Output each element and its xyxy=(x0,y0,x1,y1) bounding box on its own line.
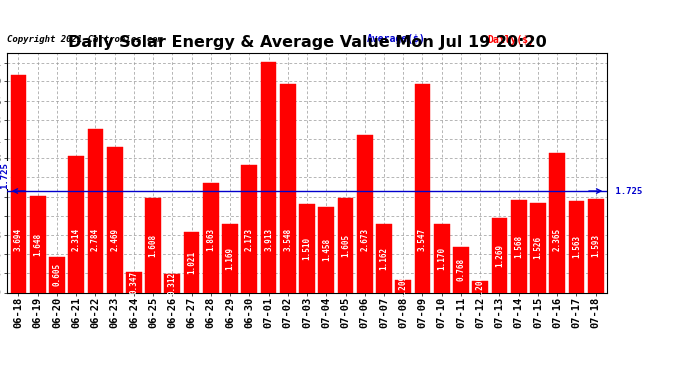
Bar xyxy=(203,183,219,292)
Text: Daily($): Daily($) xyxy=(487,34,534,45)
Bar xyxy=(453,248,469,292)
Bar xyxy=(318,207,334,292)
Text: 2.314: 2.314 xyxy=(72,228,81,251)
Text: 0.312: 0.312 xyxy=(168,272,177,295)
Text: 1.648: 1.648 xyxy=(33,232,42,256)
Bar xyxy=(491,218,507,292)
Text: 1.563: 1.563 xyxy=(572,235,581,258)
Text: 3.548: 3.548 xyxy=(284,228,293,251)
Text: 2.469: 2.469 xyxy=(110,228,119,251)
Text: 0.768: 0.768 xyxy=(457,258,466,282)
Bar xyxy=(10,75,26,292)
Text: 2.365: 2.365 xyxy=(553,228,562,251)
Bar xyxy=(395,280,411,292)
Text: 1.021: 1.021 xyxy=(187,251,196,274)
Text: 0.347: 0.347 xyxy=(130,271,139,294)
Text: 3.694: 3.694 xyxy=(14,228,23,251)
Text: Average($): Average($) xyxy=(367,34,426,45)
Text: Copyright 2021 Cartronics.com: Copyright 2021 Cartronics.com xyxy=(7,34,163,44)
Text: 1.526: 1.526 xyxy=(533,236,542,259)
Text: 1.170: 1.170 xyxy=(437,246,446,270)
Bar xyxy=(184,232,199,292)
Bar xyxy=(530,203,546,292)
Text: 0.200: 0.200 xyxy=(475,275,484,298)
Text: 3.547: 3.547 xyxy=(418,228,427,251)
Bar xyxy=(588,199,604,292)
Bar xyxy=(337,198,353,292)
Bar xyxy=(145,198,161,292)
Text: 1.608: 1.608 xyxy=(148,234,157,257)
Bar xyxy=(357,135,373,292)
Text: 1.458: 1.458 xyxy=(322,238,331,261)
Bar xyxy=(241,165,257,292)
Title: Daily Solar Energy & Average Value Mon Jul 19 20:20: Daily Solar Energy & Average Value Mon J… xyxy=(68,35,546,50)
Text: 1.568: 1.568 xyxy=(514,235,523,258)
Bar xyxy=(107,147,123,292)
Bar xyxy=(473,281,488,292)
Bar xyxy=(569,201,584,292)
Text: 2.784: 2.784 xyxy=(91,228,100,251)
Text: 3.913: 3.913 xyxy=(264,228,273,251)
Text: 1.725: 1.725 xyxy=(1,162,10,189)
Text: 1.169: 1.169 xyxy=(226,246,235,270)
Bar xyxy=(261,62,277,292)
Text: 2.173: 2.173 xyxy=(245,228,254,251)
Bar xyxy=(222,224,238,292)
Bar xyxy=(126,272,141,292)
Text: 0.209: 0.209 xyxy=(399,275,408,298)
Text: 2.673: 2.673 xyxy=(360,228,369,251)
Bar xyxy=(88,129,103,292)
Text: 1.162: 1.162 xyxy=(380,247,388,270)
Bar xyxy=(164,274,180,292)
Bar xyxy=(376,224,392,292)
Bar xyxy=(68,156,84,292)
Bar xyxy=(30,195,46,292)
Bar xyxy=(49,257,65,292)
Text: 1.605: 1.605 xyxy=(341,234,350,257)
Bar xyxy=(511,200,526,292)
Text: 1.725: 1.725 xyxy=(610,186,642,195)
Text: 1.510: 1.510 xyxy=(302,237,312,260)
Bar xyxy=(434,224,450,292)
Bar xyxy=(549,153,565,292)
Bar xyxy=(299,204,315,292)
Text: 1.593: 1.593 xyxy=(591,234,600,257)
Text: 1.269: 1.269 xyxy=(495,244,504,267)
Bar xyxy=(415,84,431,292)
Bar xyxy=(280,84,296,292)
Text: 0.605: 0.605 xyxy=(52,263,61,286)
Text: 1.863: 1.863 xyxy=(206,228,215,251)
